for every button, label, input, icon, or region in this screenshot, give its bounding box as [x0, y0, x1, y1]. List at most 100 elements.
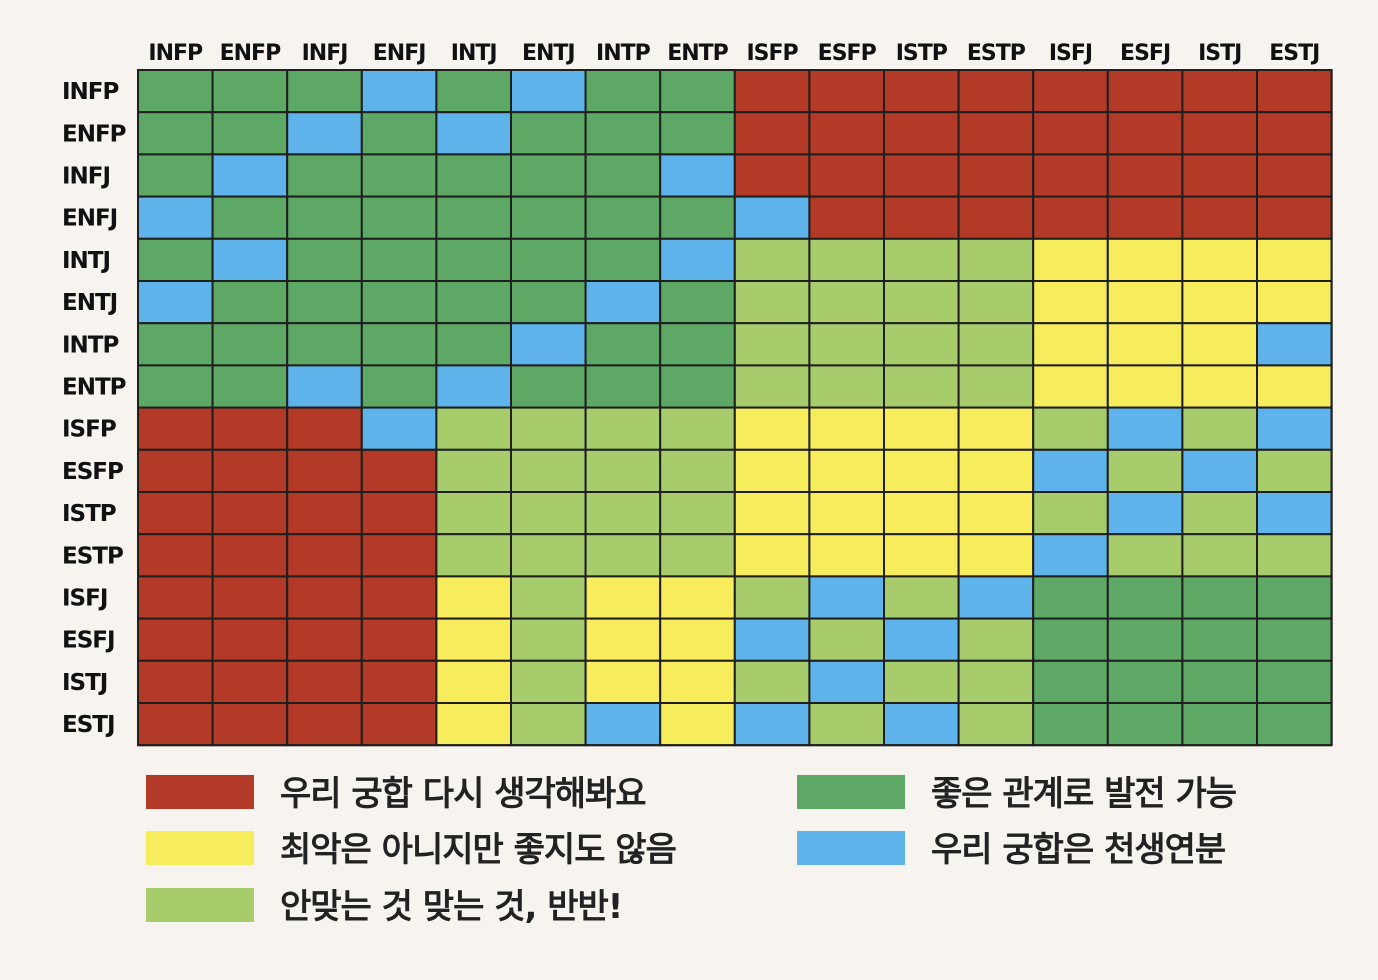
row-label: ESTJ: [62, 712, 115, 738]
heatmap-cell: [808, 111, 886, 156]
heatmap-cell: [808, 237, 886, 283]
row-label: ISTP: [62, 501, 116, 527]
heatmap-cell: [211, 575, 289, 620]
column-label: ISFP: [747, 41, 799, 66]
heatmap-cell: [957, 322, 1035, 367]
heatmap-cell: [435, 280, 512, 325]
heatmap-cell: [659, 406, 736, 451]
heatmap-cell: [137, 322, 214, 367]
heatmap-cell: [1106, 364, 1184, 409]
legend-item: 좋은 관계로 발전 가능: [797, 774, 1238, 814]
heatmap-cell: [1256, 280, 1333, 325]
heatmap-cell: [584, 617, 662, 662]
heatmap-cell: [957, 702, 1035, 747]
heatmap-cell: [211, 237, 289, 283]
heatmap-cell: [1181, 364, 1259, 409]
heatmap-cell: [435, 195, 512, 240]
legend-item: 최악은 아니지만 좋지도 않음: [146, 830, 678, 870]
heatmap-cell: [1256, 702, 1333, 747]
heatmap-cell: [659, 69, 736, 114]
column-label: ENTP: [667, 41, 728, 66]
heatmap-cell: [808, 491, 886, 536]
heatmap-cell: [659, 153, 736, 198]
legend-swatch: [146, 888, 254, 922]
heatmap-cell: [733, 659, 811, 704]
heatmap-cell: [1032, 364, 1109, 409]
heatmap-cell: [137, 491, 214, 536]
heatmap-cell: [510, 702, 587, 747]
heatmap-cell: [957, 69, 1035, 114]
heatmap-cell: [1106, 237, 1184, 283]
heatmap-cell: [1032, 237, 1109, 283]
heatmap-cell: [1032, 448, 1109, 493]
heatmap-cell: [733, 111, 811, 156]
heatmap-cell: [211, 406, 289, 451]
row-label: ESFP: [62, 459, 123, 485]
heatmap-cell: [733, 575, 811, 620]
heatmap-cell: [360, 533, 438, 578]
heatmap-cell: [957, 617, 1035, 662]
heatmap-cell: [733, 280, 811, 325]
heatmap-cell: [1256, 575, 1333, 620]
heatmap-cell: [584, 280, 662, 325]
heatmap-cell: [286, 69, 363, 114]
heatmap-cell: [659, 111, 736, 156]
heatmap-cell: [211, 69, 289, 114]
heatmap-cell: [510, 491, 587, 536]
heatmap-cell: [286, 533, 363, 578]
heatmap-cell: [808, 280, 886, 325]
heatmap-cell: [659, 237, 736, 283]
heatmap-cell: [1106, 533, 1184, 578]
heatmap-cell: [1181, 533, 1259, 578]
heatmap-cell: [137, 575, 214, 620]
legend-swatch: [797, 775, 905, 809]
heatmap-cell: [957, 364, 1035, 409]
heatmap-cell: [435, 702, 512, 747]
heatmap-cell: [957, 111, 1035, 156]
heatmap-cell: [1256, 69, 1333, 114]
heatmap-cell: [211, 153, 289, 198]
heatmap-cell: [1181, 575, 1259, 620]
heatmap-cell: [659, 617, 736, 662]
heatmap-cell: [808, 448, 886, 493]
heatmap-cell: [733, 153, 811, 198]
column-label: ISFJ: [1049, 41, 1092, 66]
column-label: ENFJ: [373, 41, 426, 66]
heatmap-cell: [584, 406, 662, 451]
heatmap-cell: [360, 448, 438, 493]
heatmap-cell: [883, 533, 960, 578]
column-label: ESTJ: [1269, 41, 1319, 66]
row-label: ESTP: [62, 543, 123, 569]
column-label: ESFJ: [1120, 41, 1170, 66]
heatmap-cell: [1106, 491, 1184, 536]
heatmap-cell: [360, 195, 438, 240]
heatmap-cell: [659, 364, 736, 409]
heatmap-cell: [1106, 195, 1184, 240]
heatmap-cell: [808, 322, 886, 367]
heatmap-cell: [584, 575, 662, 620]
heatmap-cell: [510, 659, 587, 704]
heatmap-cell: [1106, 575, 1184, 620]
row-labels: INFP ENFP INFJ ENFJ INTJ ENTJ INTP ENTP ISFP ESFP…: [62, 79, 127, 738]
heatmap-cell: [957, 153, 1035, 198]
heatmap-cell: [1032, 153, 1109, 198]
heatmap-cell: [137, 111, 214, 156]
heatmap-cell: [883, 195, 960, 240]
heatmap-cell: [1032, 280, 1109, 325]
heatmap-cell: [1106, 659, 1184, 704]
legend-item: 우리 궁합 다시 생각해봐요: [146, 774, 647, 814]
heatmap-cell: [733, 617, 811, 662]
heatmap-cell: [137, 448, 214, 493]
heatmap-cell: [808, 153, 886, 198]
heatmap-cell: [584, 111, 662, 156]
heatmap-cell: [1106, 69, 1184, 114]
heatmap-cell: [584, 491, 662, 536]
column-label: ISTP: [896, 41, 948, 66]
heatmap-cell: [1106, 448, 1184, 493]
heatmap-cell: [1181, 280, 1259, 325]
heatmap-cell: [1106, 617, 1184, 662]
heatmap-cell: [1256, 659, 1333, 704]
heatmap-cell: [659, 322, 736, 367]
heatmap-cell: [957, 491, 1035, 536]
heatmap-cell: [808, 69, 886, 114]
